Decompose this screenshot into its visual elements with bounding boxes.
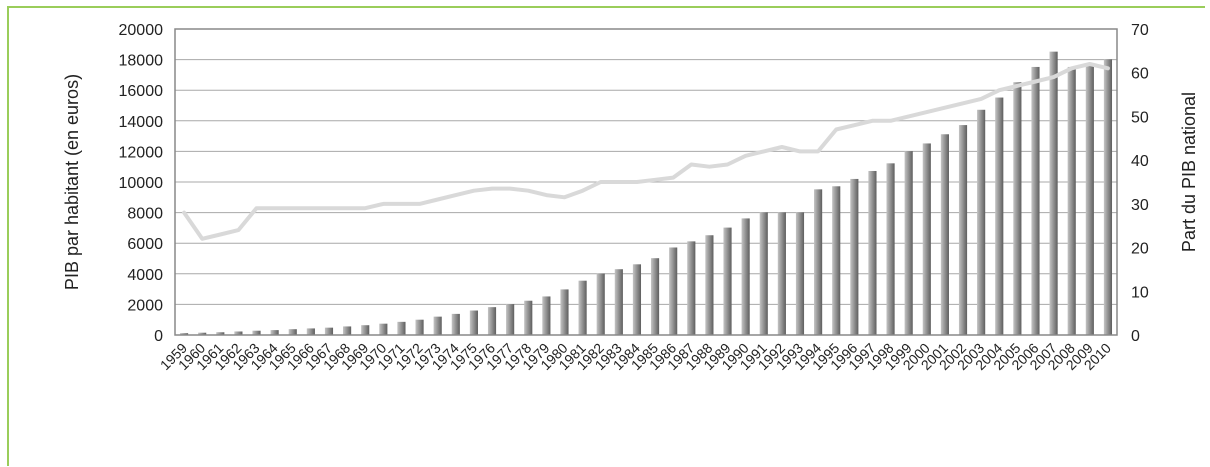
left-axis-title: PIB par habitant (en euros) [62, 74, 82, 290]
bar-1981 [578, 280, 587, 335]
bar-2003 [977, 109, 986, 335]
bar-1980 [560, 289, 569, 335]
bar-1962 [234, 331, 243, 335]
bar-1960 [198, 332, 207, 335]
bar-1992 [777, 212, 786, 335]
bar-1979 [542, 296, 551, 335]
plot-area [174, 28, 1118, 336]
line-series [182, 62, 1110, 241]
bar-1975 [469, 310, 478, 335]
bar-1993 [795, 212, 805, 335]
right-tick-label: 70 [1131, 22, 1149, 39]
bar-2006 [1031, 66, 1040, 335]
right-tick-label: 0 [1131, 328, 1140, 345]
bar-2008 [1067, 66, 1076, 335]
bar-1963 [252, 330, 261, 335]
bar-1971 [397, 321, 406, 335]
bar-2005 [1013, 82, 1022, 335]
left-axis-ticks: 0 2000 4000 6000 8000 10000 12000 14000 16000 180… [119, 22, 164, 345]
bar-1965 [288, 329, 297, 335]
left-tick-label: 10000 [119, 175, 164, 192]
right-tick-label: 40 [1131, 153, 1149, 170]
left-tick-label: 0 [154, 328, 163, 345]
chart-frame [7, 6, 1205, 466]
left-tick-label: 16000 [119, 83, 164, 100]
left-tick-label: 20000 [119, 22, 164, 39]
bar-1976 [487, 307, 497, 335]
bar-2009 [1085, 63, 1094, 335]
bar-1986 [669, 247, 678, 335]
bar-1999 [904, 151, 913, 335]
bar-1984 [632, 264, 642, 335]
bar-1988 [705, 235, 714, 335]
bar-1996 [850, 178, 859, 335]
left-tick-label: 4000 [127, 267, 163, 284]
right-tick-label: 60 [1131, 66, 1149, 83]
bar-1985 [650, 258, 660, 335]
bar-2010 [1103, 59, 1113, 335]
bar-1983 [614, 269, 623, 335]
bar-1994 [814, 189, 823, 335]
left-tick-label: 18000 [119, 53, 164, 70]
bar-1987 [687, 241, 696, 335]
bar-1995 [832, 186, 841, 335]
x-axis-ticks: 1959196019611962196319641965196619671968… [157, 340, 1114, 373]
right-tick-label: 30 [1131, 197, 1149, 214]
bar-1974 [451, 313, 460, 335]
left-tick-label: 12000 [119, 144, 164, 161]
bar-1959 [179, 333, 189, 335]
bar-1967 [324, 327, 334, 335]
bar-1989 [723, 227, 732, 335]
left-tick-label: 6000 [127, 236, 163, 253]
left-tick-label: 2000 [127, 297, 163, 314]
bar-1968 [343, 326, 352, 335]
bar-1977 [506, 304, 515, 335]
bar-1969 [361, 325, 370, 335]
bar-1966 [306, 328, 315, 335]
bar-1961 [216, 332, 225, 335]
bar-2001 [940, 134, 949, 335]
right-axis-title: Part du PIB national [1179, 92, 1199, 252]
bar-2000 [922, 143, 931, 335]
right-tick-label: 20 [1131, 241, 1149, 258]
bar-2002 [958, 125, 968, 335]
bar-1964 [270, 330, 279, 335]
bar-series [179, 51, 1113, 335]
bar-1982 [596, 273, 605, 335]
bar-1991 [759, 212, 768, 335]
share-line [182, 62, 1110, 241]
right-axis-ticks: 0 10 20 30 40 50 60 70 [1131, 22, 1149, 345]
bar-1970 [379, 323, 388, 335]
bar-2004 [995, 97, 1004, 335]
right-tick-label: 10 [1131, 284, 1149, 301]
bar-1978 [524, 300, 533, 335]
bar-1997 [868, 170, 877, 335]
bar-1972 [415, 319, 424, 335]
bar-1990 [741, 218, 750, 335]
left-tick-label: 14000 [119, 114, 164, 131]
left-tick-label: 8000 [127, 206, 163, 223]
bar-2007 [1049, 51, 1058, 335]
right-tick-label: 50 [1131, 109, 1149, 126]
bar-1998 [886, 163, 895, 335]
bar-1973 [433, 316, 442, 335]
